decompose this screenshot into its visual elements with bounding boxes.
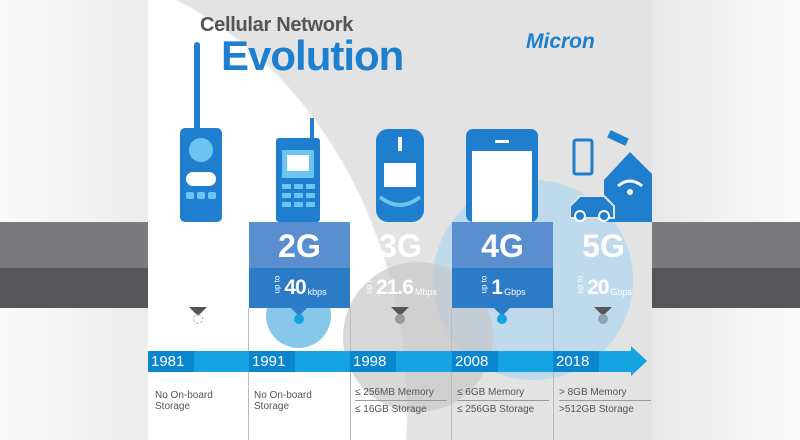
pointer: [493, 307, 511, 316]
up-to-label: up to: [479, 275, 489, 293]
storage-4g: ≤ 6GB Memory ≤ 256GB Storage: [457, 387, 549, 415]
smartphone-icon: [466, 129, 538, 222]
micron-logo: Micron: [526, 30, 595, 53]
up-to-label: up to: [364, 275, 374, 293]
speed-2g: up to 40 kbps: [249, 268, 350, 308]
memory-line: ≤ 256MB Memory: [355, 387, 447, 401]
pointer: [594, 307, 612, 316]
storage-5g: > 8GB Memory >512GB Storage: [559, 387, 651, 415]
divider: [553, 308, 554, 440]
speed-value: 40: [284, 276, 306, 299]
timeline-dot: [598, 314, 608, 324]
speed-5g: up to 20 Gbps: [553, 268, 654, 308]
storage-line: No On-board: [155, 390, 213, 401]
timeline-dot: [294, 314, 304, 324]
divider: [451, 308, 452, 440]
pointer: [290, 307, 308, 316]
speed-value: 1: [491, 276, 503, 299]
infographic: Cellular Network Evolution Micron: [148, 0, 652, 440]
generation-4g: 4G: [452, 222, 553, 268]
timeline-dot: [193, 314, 203, 324]
speed-unit: Mbps: [414, 287, 437, 297]
speed-3g: up to 21.6 Mbps: [350, 268, 451, 308]
speed-value: 0: [176, 276, 189, 299]
storage-line: ≤ 16GB Storage: [355, 404, 427, 415]
speed-value: 20: [587, 276, 609, 299]
divider: [350, 308, 351, 440]
speed-value: 21.6: [376, 276, 414, 299]
storage-line: No On-board: [254, 390, 312, 401]
unit-line2: transfer: [189, 287, 221, 297]
generation-1g: 1G: [177, 228, 220, 264]
brick-phone-icon: [180, 42, 222, 222]
storage-1g: No On-board Storage: [155, 390, 247, 412]
year-2008: 2008: [452, 351, 498, 372]
memory-line: > 8GB Memory: [559, 387, 651, 401]
speed-4g: up to 1 Gbps: [452, 268, 553, 308]
memory-line: ≤ 6GB Memory: [457, 387, 549, 401]
speed-unit: kbps: [307, 287, 327, 297]
unit-line1: data: [189, 278, 208, 288]
year-1981: 1981: [148, 351, 194, 372]
feature-phone-icon: [276, 118, 320, 222]
generation-3g: 3G: [379, 228, 422, 264]
speed-unit: data transfer: [190, 279, 221, 297]
storage-3g: ≤ 256MB Memory ≤ 16GB Storage: [355, 387, 447, 415]
timeline-dot: [497, 314, 507, 324]
storage-line: Storage: [155, 401, 191, 412]
title-line2: Evolution: [221, 32, 404, 79]
background-right: [652, 0, 800, 440]
year-1991: 1991: [249, 351, 295, 372]
title-line1: Cellular Network: [200, 14, 354, 36]
iot-devices-icon: [570, 130, 652, 222]
speed-unit: Gbps: [610, 287, 632, 297]
storage-line: >512GB Storage: [559, 404, 634, 415]
generation-5g: 5G: [582, 228, 625, 264]
timeline-dot: [395, 314, 405, 324]
up-to-label: up to: [272, 275, 282, 293]
generation-2g: 2G: [249, 222, 350, 268]
pointer: [189, 307, 207, 316]
speed-1g: 0 data transfer: [148, 268, 249, 308]
storage-line: Storage: [254, 401, 290, 412]
background-left: [0, 0, 148, 440]
divider: [248, 308, 249, 440]
speed-unit: Gbps: [504, 287, 526, 297]
timeline-arrowhead: [631, 346, 647, 376]
storage-2g: No On-board Storage: [254, 390, 346, 412]
storage-line: ≤ 256GB Storage: [457, 404, 535, 415]
up-to-label: up to: [575, 275, 585, 293]
candybar-phone-icon: [376, 129, 424, 222]
year-1998: 1998: [350, 351, 396, 372]
year-2018: 2018: [553, 351, 599, 372]
pointer: [391, 307, 409, 316]
